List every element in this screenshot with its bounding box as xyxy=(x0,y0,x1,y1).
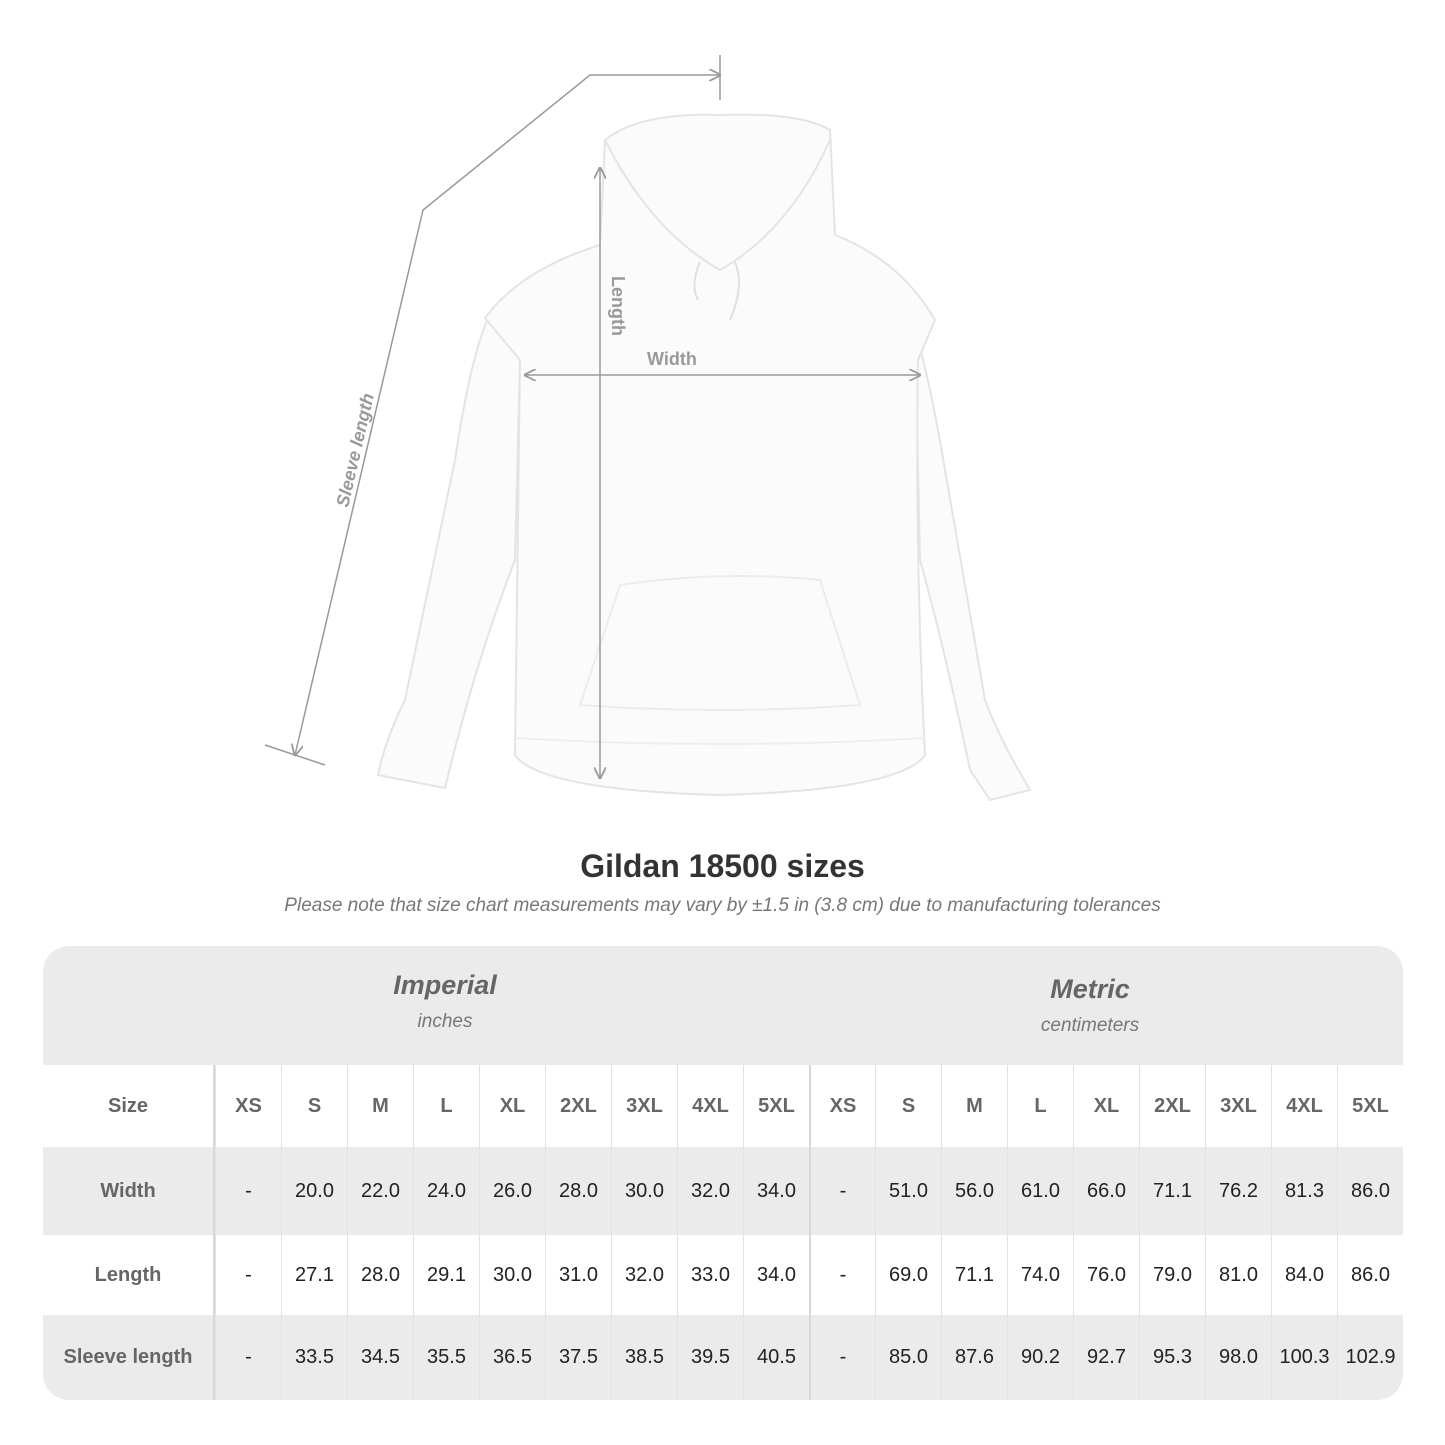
size-column-header: XL xyxy=(1073,1065,1139,1147)
table-cell: 87.6 xyxy=(941,1315,1007,1400)
table-cell: 20.0 xyxy=(281,1147,347,1235)
table-cell: 95.3 xyxy=(1139,1315,1205,1400)
size-column-header: 2XL xyxy=(1139,1065,1205,1147)
table-cell: 84.0 xyxy=(1271,1235,1337,1315)
imperial-title: Imperial xyxy=(393,970,497,1000)
table-cell: - xyxy=(809,1235,875,1315)
table-cell: 33.0 xyxy=(677,1235,743,1315)
table-cell: 26.0 xyxy=(479,1147,545,1235)
table-cell: 66.0 xyxy=(1073,1147,1139,1235)
table-cell: 71.1 xyxy=(941,1235,1007,1315)
table-cell: 24.0 xyxy=(413,1147,479,1235)
imperial-header: Imperial inches xyxy=(215,970,675,1033)
table-cell: 28.0 xyxy=(347,1235,413,1315)
size-column-header: XS xyxy=(215,1065,281,1147)
table-cell: 27.1 xyxy=(281,1235,347,1315)
table-cell: 32.0 xyxy=(677,1147,743,1235)
table-cell: 81.3 xyxy=(1271,1147,1337,1235)
size-column-header: 3XL xyxy=(611,1065,677,1147)
size-column-header: 5XL xyxy=(1337,1065,1403,1147)
size-column-header: 3XL xyxy=(1205,1065,1271,1147)
metric-unit: centimeters xyxy=(1040,1015,1140,1036)
size-column-header: M xyxy=(347,1065,413,1147)
table-cell: 34.0 xyxy=(743,1235,809,1315)
tolerance-note: Please note that size chart measurements… xyxy=(284,895,1161,916)
size-grid: Size XS S M L XL 2XL 3XL 4XL 5XL XS S M L XL 2XL 3XL 4XL 5… xyxy=(43,1065,1403,1400)
table-cell: 90.2 xyxy=(1007,1315,1073,1400)
size-column-header: 2XL xyxy=(545,1065,611,1147)
table-cell: - xyxy=(809,1315,875,1400)
size-column-header: 4XL xyxy=(677,1065,743,1147)
table-cell: - xyxy=(215,1235,281,1315)
table-cell: 86.0 xyxy=(1337,1147,1403,1235)
length-label: Length xyxy=(608,276,628,336)
metric-title: Metric xyxy=(1050,974,1130,1004)
size-column-header: S xyxy=(281,1065,347,1147)
table-cell: 92.7 xyxy=(1073,1315,1139,1400)
table-cell: 30.0 xyxy=(479,1235,545,1315)
table-cell: 98.0 xyxy=(1205,1315,1271,1400)
table-cell: 51.0 xyxy=(875,1147,941,1235)
table-cell: 28.0 xyxy=(545,1147,611,1235)
measurement-lines xyxy=(264,55,920,778)
size-column-header: L xyxy=(413,1065,479,1147)
table-cell: 81.0 xyxy=(1205,1235,1271,1315)
table-cell: 76.2 xyxy=(1205,1147,1271,1235)
table-cell: 22.0 xyxy=(347,1147,413,1235)
table-cell: 34.0 xyxy=(743,1147,809,1235)
row-label: Sleeve length xyxy=(43,1315,215,1400)
unit-header-band xyxy=(43,946,1403,1065)
table-cell: 56.0 xyxy=(941,1147,1007,1235)
size-column-header: M xyxy=(941,1065,1007,1147)
table-cell: 37.5 xyxy=(545,1315,611,1400)
hoodie-image xyxy=(376,113,1032,802)
width-label: Width xyxy=(647,349,697,369)
table-cell: 39.5 xyxy=(677,1315,743,1400)
table-cell: 40.5 xyxy=(743,1315,809,1400)
table-cell: 30.0 xyxy=(611,1147,677,1235)
table-cell: - xyxy=(215,1315,281,1400)
table-cell: 35.5 xyxy=(413,1315,479,1400)
table-cell: 86.0 xyxy=(1337,1235,1403,1315)
table-cell: - xyxy=(215,1147,281,1235)
table-cell: 29.1 xyxy=(413,1235,479,1315)
size-header: Size xyxy=(43,1065,215,1147)
table-cell: 38.5 xyxy=(611,1315,677,1400)
table-cell: 76.0 xyxy=(1073,1235,1139,1315)
size-column-header: XL xyxy=(479,1065,545,1147)
table-cell: 85.0 xyxy=(875,1315,941,1400)
table-cell: 100.3 xyxy=(1271,1315,1337,1400)
table-cell: 102.9 xyxy=(1337,1315,1403,1400)
size-table: Imperial inches Metric centimeters Size X… xyxy=(43,946,1403,1400)
row-label: Width xyxy=(43,1147,215,1235)
imperial-unit: inches xyxy=(417,1011,473,1032)
size-column-header: S xyxy=(875,1065,941,1147)
sleeve-length-label: Sleeve length xyxy=(332,391,378,509)
metric-header: Metric centimeters xyxy=(810,974,1370,1037)
table-cell: 31.0 xyxy=(545,1235,611,1315)
table-cell: - xyxy=(809,1147,875,1235)
page-title: Gildan 18500 sizes xyxy=(580,848,865,884)
table-cell: 71.1 xyxy=(1139,1147,1205,1235)
size-column-header: XS xyxy=(809,1065,875,1147)
table-cell: 61.0 xyxy=(1007,1147,1073,1235)
table-cell: 79.0 xyxy=(1139,1235,1205,1315)
table-cell: 32.0 xyxy=(611,1235,677,1315)
hoodie-diagram: Sleeve length Length Width xyxy=(264,55,1032,802)
table-cell: 74.0 xyxy=(1007,1235,1073,1315)
size-column-header: L xyxy=(1007,1065,1073,1147)
row-label: Length xyxy=(43,1235,215,1315)
table-cell: 34.5 xyxy=(347,1315,413,1400)
table-cell: 69.0 xyxy=(875,1235,941,1315)
size-column-header: 5XL xyxy=(743,1065,809,1147)
size-column-header: 4XL xyxy=(1271,1065,1337,1147)
table-cell: 33.5 xyxy=(281,1315,347,1400)
table-cell: 36.5 xyxy=(479,1315,545,1400)
